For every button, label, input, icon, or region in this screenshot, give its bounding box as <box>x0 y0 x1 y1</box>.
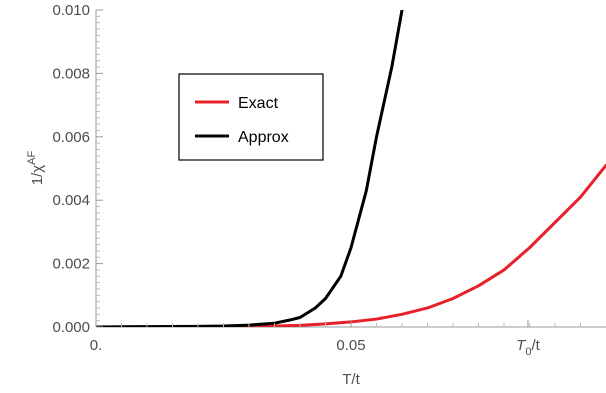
ticks: 0.000 0.002 0.004 0.006 0.008 0.010 0. 0.05 T0/t <box>52 2 581 358</box>
legend-label-exact: Exact <box>238 95 279 112</box>
y-axis-title-base: 1/χ <box>29 165 46 186</box>
x-tick-label: T0/t <box>516 337 540 358</box>
x-tick-label-base: T <box>516 337 527 354</box>
y-axis-title-sup: AF <box>26 150 38 164</box>
legend: Exact Approx <box>178 73 324 161</box>
x-tick-label: 0.05 <box>336 337 365 354</box>
y-tick-label: 0.004 <box>52 192 90 209</box>
legend-label-approx: Approx <box>238 129 289 146</box>
y-tick-label: 0.006 <box>52 129 90 146</box>
y-axis-title: 1/χAF <box>26 150 46 185</box>
y-tick-label: 0.010 <box>52 2 90 19</box>
axes <box>95 10 606 328</box>
x-tick-label-sub: 0 <box>525 346 531 358</box>
y-tick-label: 0.002 <box>52 256 90 273</box>
x-tick-label-suffix: /t <box>531 337 540 354</box>
series-layer <box>96 10 606 327</box>
y-tick-label: 0.008 <box>52 65 90 82</box>
y-tick-label: 0.000 <box>52 319 90 336</box>
legend-box <box>178 73 324 161</box>
series-line-approx <box>96 10 404 327</box>
x-axis-title: T/t <box>342 371 360 388</box>
x-tick-label: 0. <box>90 337 103 354</box>
